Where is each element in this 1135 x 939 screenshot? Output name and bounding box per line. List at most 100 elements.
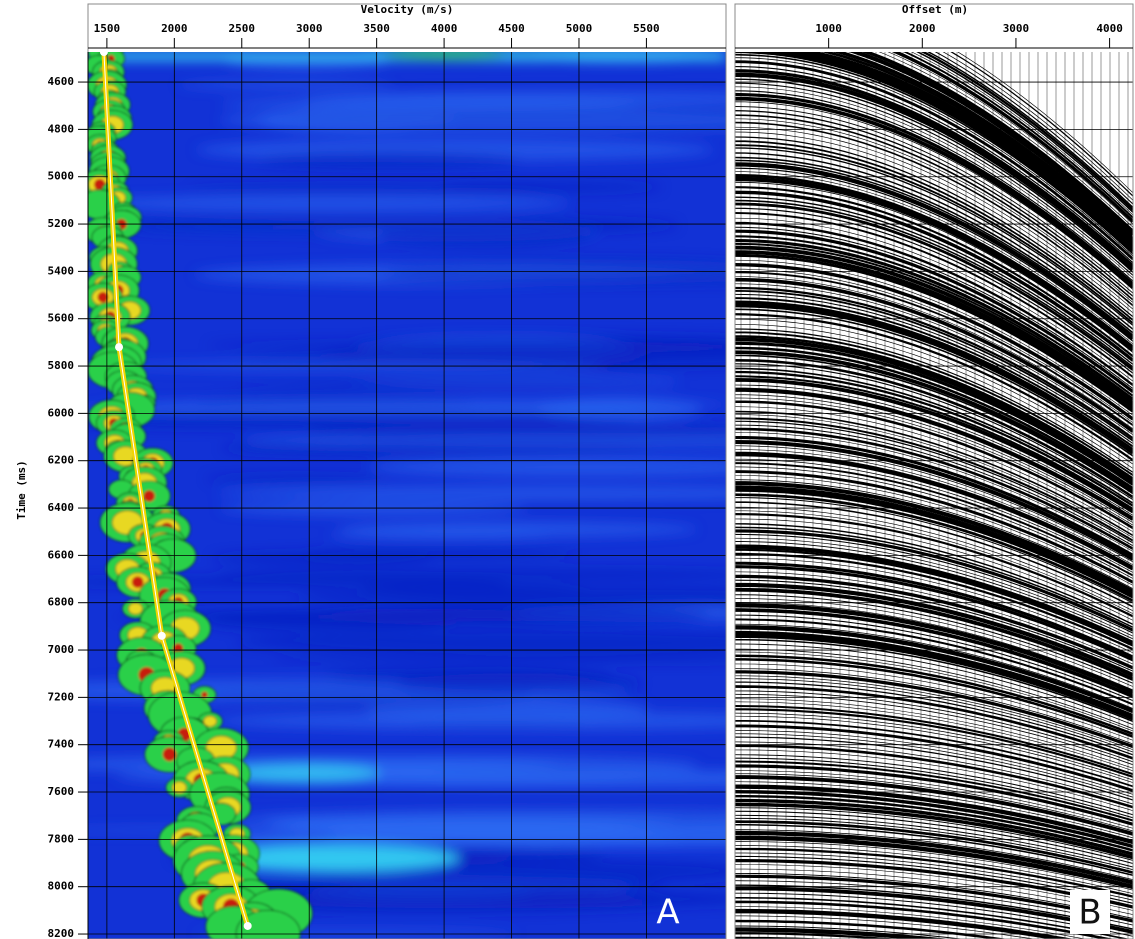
- y-tick-label: 5200: [48, 217, 75, 230]
- reflection-event: [735, 420, 1133, 544]
- reflection-event: [735, 668, 1133, 745]
- reflection-event: [920, 52, 1133, 211]
- reflection-event: [735, 69, 1133, 268]
- reflection-event: [735, 221, 1133, 387]
- reflection-event: [735, 754, 1133, 816]
- x-axis-title: Velocity (m/s): [361, 3, 454, 16]
- reflection-event: [735, 704, 1133, 776]
- reflection-event: [735, 497, 1133, 604]
- reflection-event: [735, 367, 1133, 504]
- semblance-peak: [97, 291, 109, 303]
- reflection-event: [735, 159, 1133, 336]
- reflection-event: [735, 82, 1133, 276]
- reflection-event: [735, 830, 1133, 885]
- reflection-event: [735, 897, 1131, 939]
- reflection-event: [735, 817, 1133, 871]
- reflection-event: [735, 529, 1133, 632]
- y-tick-label: 6800: [48, 596, 75, 609]
- reflection-event: [735, 466, 1133, 579]
- reflection-event: [735, 144, 1133, 324]
- y-tick-label: 7800: [48, 832, 75, 845]
- reflection-event: [735, 810, 1133, 865]
- reflection-event: [735, 802, 1133, 860]
- y-tick-label: 5800: [48, 359, 75, 372]
- reflection-event: [735, 57, 1133, 257]
- velocity-pick-line-core: [103, 52, 249, 927]
- reflection-event: [735, 798, 1133, 856]
- reflection-event: [735, 458, 1133, 573]
- reflection-event: [735, 78, 1133, 273]
- reflection-event: [735, 741, 1133, 805]
- reflection-event: [735, 829, 1133, 880]
- y-axis-title: Time (ms): [15, 460, 28, 520]
- semblance-peak: [143, 490, 156, 502]
- reflection-event: [735, 445, 1133, 563]
- reflection-event: [916, 52, 1133, 213]
- reflection-event: [735, 698, 1133, 769]
- x-axis-title: Offset (m): [902, 3, 968, 16]
- reflection-event: [735, 681, 1133, 756]
- reflection-event: [797, 52, 1133, 248]
- reflection-event: [735, 297, 1133, 448]
- reflection-event: [735, 685, 1133, 760]
- reflection-event: [735, 114, 1133, 301]
- reflection-event: [735, 245, 1133, 407]
- reflection-event: [735, 268, 1133, 423]
- x-tick-label: 1500: [94, 22, 121, 35]
- reflection-event: [735, 493, 1133, 602]
- reflection-event: [735, 212, 1133, 378]
- reflection-event: [735, 253, 1133, 413]
- reflection-event: [735, 651, 1133, 732]
- reflection-event: [735, 594, 1133, 684]
- reflection-event: [848, 52, 1133, 237]
- semblance-band: [211, 552, 434, 565]
- reflection-event: [735, 693, 1133, 766]
- reflection-event: [735, 663, 1133, 741]
- velocity-pick: [243, 921, 252, 930]
- semblance-band: [88, 195, 570, 212]
- panel-label: A: [656, 893, 679, 933]
- reflection-event: [735, 602, 1133, 695]
- semblance-band: [189, 185, 546, 194]
- reflection-event: [735, 289, 1133, 442]
- reflection-event: [735, 313, 1133, 462]
- reflection-event: [735, 60, 1133, 261]
- reflection-event: [735, 136, 1133, 318]
- reflection-event: [934, 52, 1133, 205]
- reflection-event: [735, 293, 1133, 445]
- axes: 1500 2000 2500 3000 3500 4000 4500 5000 5500 4600…: [48, 3, 1134, 939]
- reflection-event: [735, 884, 1133, 930]
- reflection-event: [735, 526, 1133, 628]
- y-tick-label: 4600: [48, 75, 75, 88]
- reflection-event: [735, 587, 1133, 681]
- reflection-event: [735, 167, 1133, 342]
- reflection-event: [735, 92, 1133, 286]
- reflection-event: [735, 384, 1133, 516]
- reflection-event: [735, 242, 1133, 403]
- reflection-event: [735, 481, 1133, 594]
- reflection-event: [735, 451, 1133, 571]
- y-tick-label: 6200: [48, 454, 75, 467]
- semblance-peak: [128, 602, 143, 615]
- reflection-event: [735, 579, 1133, 672]
- reflection-event: [735, 181, 1133, 353]
- semblance-band: [212, 711, 726, 730]
- reflection-event: [735, 375, 1133, 510]
- semblance-band: [239, 380, 654, 387]
- reflection-event: [735, 52, 1133, 253]
- semblance-peak: [171, 781, 187, 794]
- y-tick-label: 7600: [48, 785, 75, 798]
- reflection-event: [878, 52, 1133, 228]
- reflection-event: [735, 744, 1133, 809]
- x-tick-label: 4000: [431, 22, 458, 35]
- reflection-event: [735, 66, 1133, 264]
- semblance-band: [293, 821, 635, 835]
- y-tick-label: 7000: [48, 643, 75, 656]
- reflection-event: [735, 855, 1133, 904]
- reflection-event: [735, 523, 1133, 626]
- semblance-band: [219, 108, 726, 132]
- x-tick-label: 4000: [1096, 22, 1123, 35]
- reflection-event: [735, 807, 1133, 861]
- reflection-event: [957, 52, 1133, 194]
- reflection-event: [735, 308, 1133, 457]
